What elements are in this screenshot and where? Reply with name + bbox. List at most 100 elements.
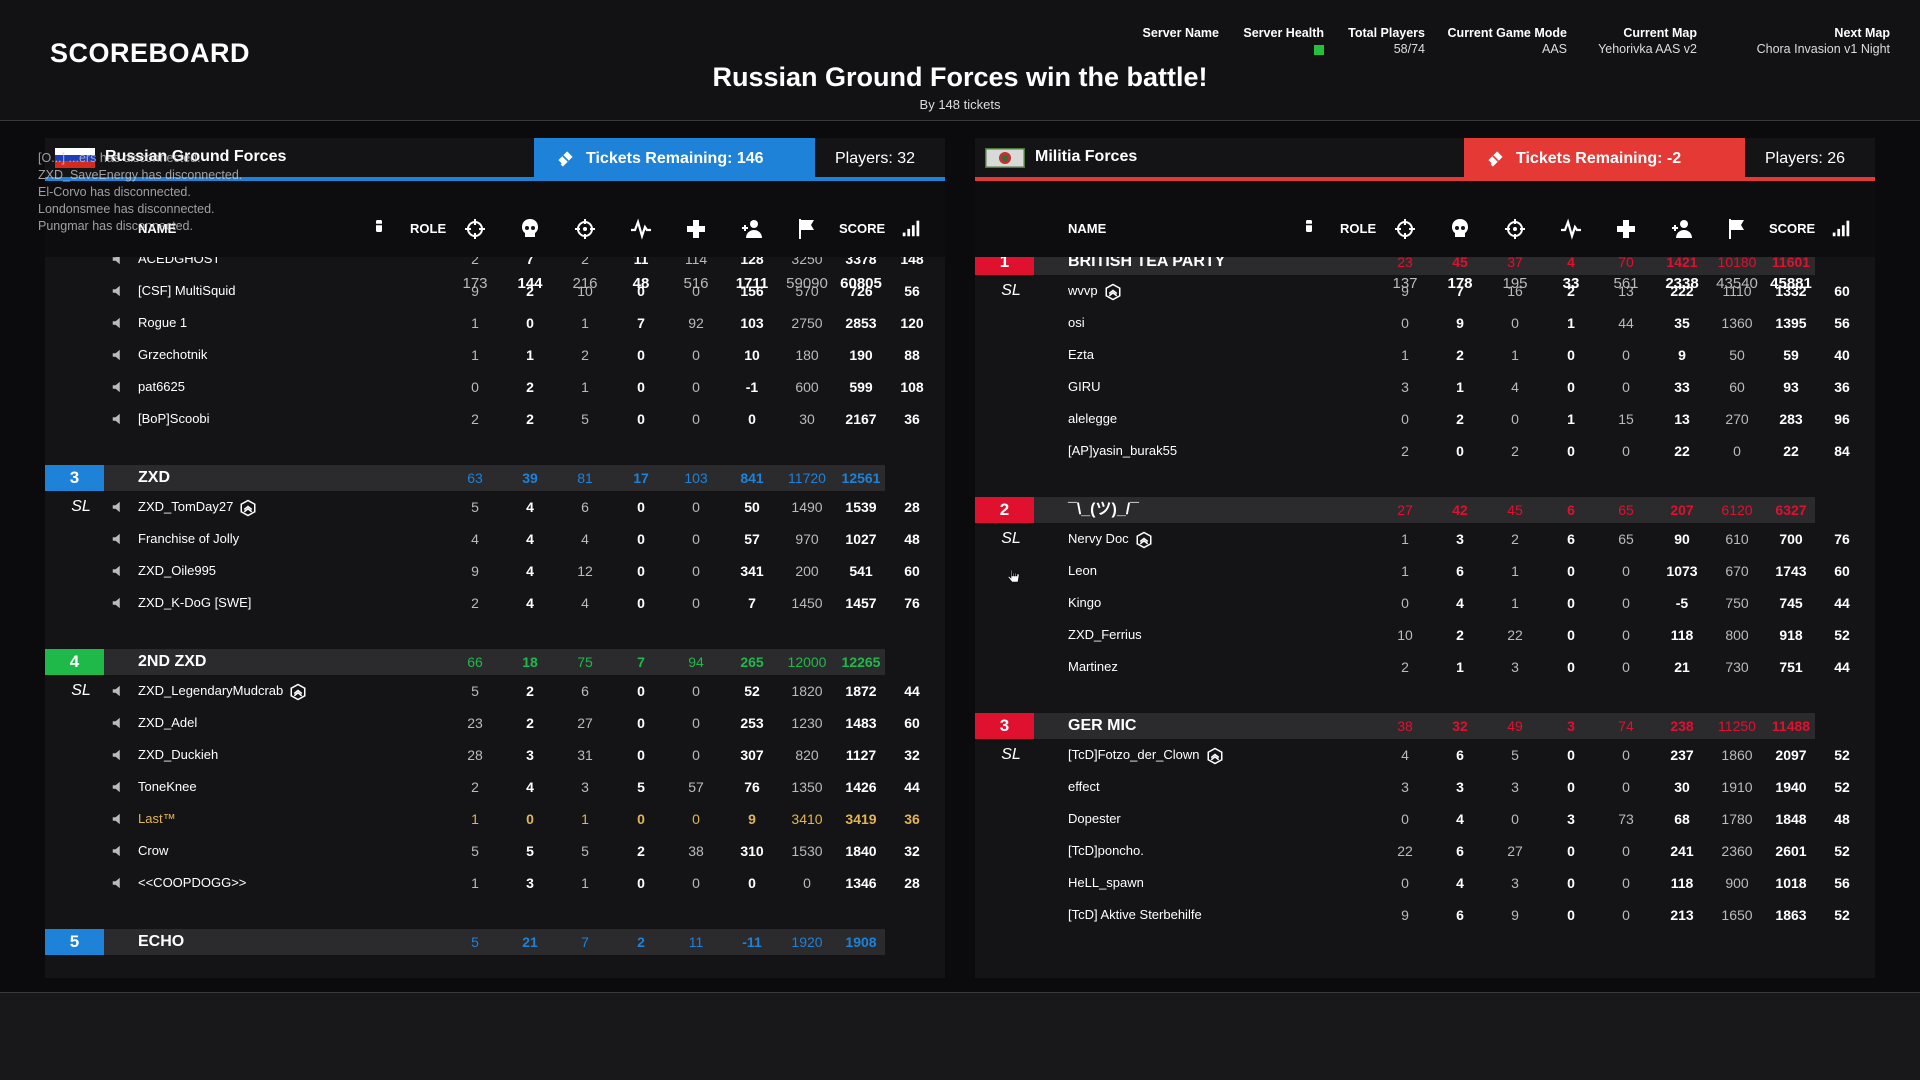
player-row[interactable]: osi 0 9 0 1 44 35 1360 1395 56 bbox=[975, 307, 1875, 339]
faction-panel-militia: Militia Forces Tickets Remaining: -2 Playe… bbox=[975, 138, 1875, 978]
player-name: Last™ bbox=[138, 811, 176, 826]
player-row[interactable]: Franchise of Jolly 4 4 4 0 0 57 970 1027 48 bbox=[45, 523, 945, 555]
player-row[interactable]: effect 3 3 3 0 0 30 1910 1940 52 bbox=[975, 771, 1875, 803]
player-row[interactable]: Leon 1 6 1 0 0 1073 670 1743 60 bbox=[975, 555, 1875, 587]
player-stat: 3419 bbox=[845, 811, 877, 827]
speaker-icon[interactable] bbox=[111, 284, 125, 303]
player-name: ZXD_LegendaryMudcrab bbox=[138, 675, 307, 707]
player-row[interactable]: Dopester 0 4 0 3 73 68 1780 1848 48 bbox=[975, 803, 1875, 835]
kill-feed-line: Londonsmee has disconnected. bbox=[38, 202, 215, 216]
squad-row[interactable]: 5 ECHO 5 21 7 2 11 -11 1920 1908 bbox=[45, 929, 885, 955]
player-row[interactable]: [TcD] Aktive Sterbehilfe 9 6 9 0 0 213 1650 1863… bbox=[975, 899, 1875, 931]
player-stat: 0 bbox=[692, 499, 700, 515]
speaker-icon[interactable] bbox=[111, 564, 125, 583]
player-row[interactable]: HeLL_spawn 0 4 3 0 0 118 900 1018 56 bbox=[975, 867, 1875, 899]
speaker-icon[interactable] bbox=[111, 780, 125, 799]
player-stat: 0 bbox=[637, 411, 645, 427]
player-row[interactable]: ZXD_Oile995 9 4 12 0 0 341 200 541 60 bbox=[45, 555, 945, 587]
player-row[interactable]: SL ZXD_LegendaryMudcrab 5 2 6 0 0 52 1820 1872 44 bbox=[45, 675, 945, 707]
player-row[interactable]: Last™ 1 0 1 0 0 9 3410 3419 36 bbox=[45, 803, 945, 835]
player-row[interactable]: <<COOPDOGG>> 1 3 1 0 0 0 0 1346 28 bbox=[45, 867, 945, 899]
player-row[interactable]: ToneKnee 2 4 3 5 57 76 1350 1426 44 bbox=[45, 771, 945, 803]
speaker-icon[interactable] bbox=[111, 844, 125, 863]
player-name: osi bbox=[1068, 315, 1085, 330]
player-row[interactable]: [AP]yasin_burak55 2 0 2 0 0 22 0 22 84 bbox=[975, 435, 1875, 467]
squad-row[interactable]: 3 GER MIC 38 32 49 3 74 238 11250 11488 bbox=[975, 713, 1815, 739]
player-row[interactable]: pat6625 0 2 1 0 0 -1 600 599 108 bbox=[45, 371, 945, 403]
player-stat: 0 bbox=[637, 531, 645, 547]
player-stat: 22 bbox=[1397, 843, 1413, 859]
player-name: Martinez bbox=[1068, 659, 1118, 674]
player-row[interactable]: ZXD_Adel 23 2 27 0 0 253 1230 1483 60 bbox=[45, 707, 945, 739]
player-row[interactable]: [TcD]poncho. 22 6 27 0 0 241 2360 2601 52 bbox=[975, 835, 1875, 867]
speaker-icon[interactable] bbox=[111, 348, 125, 367]
speaker-icon[interactable] bbox=[111, 748, 125, 767]
player-row[interactable]: SL ZXD_TomDay27 5 4 6 0 0 50 1490 1539 28 bbox=[45, 491, 945, 523]
player-stat: 44 bbox=[1834, 659, 1850, 675]
player-stat: 22 bbox=[1507, 627, 1523, 643]
player-stat: 1483 bbox=[845, 715, 877, 731]
squad-row[interactable]: 2 ¯\_(ツ)_/¯ 27 42 45 6 65 207 6120 6327 bbox=[975, 497, 1815, 523]
squad-row[interactable]: 4 2ND ZXD 66 18 75 7 94 265 12000 12265 bbox=[45, 649, 885, 675]
player-row[interactable]: alelegge 0 2 0 1 15 13 270 283 96 bbox=[975, 403, 1875, 435]
squad-number: 4 bbox=[45, 649, 104, 675]
player-stat: 118 bbox=[1670, 627, 1694, 643]
server-stat-label: Next Map bbox=[1834, 26, 1890, 40]
player-row[interactable]: Kingo 0 4 1 0 0 -5 750 745 44 bbox=[975, 587, 1875, 619]
player-row[interactable]: Crow 5 5 5 2 38 310 1530 1840 32 bbox=[45, 835, 945, 867]
player-row[interactable]: [CSF] MultiSquid 9 2 10 0 0 156 570 726 56 bbox=[45, 275, 945, 307]
speaker-icon[interactable] bbox=[111, 500, 125, 519]
player-row[interactable]: ZXD_Duckieh 28 3 31 0 0 307 820 1127 32 bbox=[45, 739, 945, 771]
squad-stat: 6120 bbox=[1721, 502, 1753, 518]
speaker-icon[interactable] bbox=[111, 684, 125, 703]
player-row[interactable]: SL wvvp 9 7 16 2 13 222 1110 1332 60 bbox=[975, 275, 1875, 307]
speaker-icon[interactable] bbox=[111, 316, 125, 335]
speaker-icon[interactable] bbox=[111, 876, 125, 895]
column-role: ROLE bbox=[410, 221, 447, 236]
column-total: 48 bbox=[632, 275, 650, 292]
player-stat: 32 bbox=[904, 843, 920, 859]
squad-row[interactable]: 3 ZXD 63 39 81 17 103 841 11720 12561 bbox=[45, 465, 885, 491]
player-stat: 4 bbox=[526, 499, 534, 515]
player-row[interactable]: ACEDGHOST 2 7 2 11 114 128 3250 3378 148 bbox=[45, 257, 945, 275]
player-row[interactable]: Grzechotnik 1 1 2 0 0 10 180 190 88 bbox=[45, 339, 945, 371]
kill-feed-line: ZXD_SaveEnergy has disconnected. bbox=[38, 168, 243, 182]
player-row[interactable]: ZXD_Ferrius 10 2 22 0 0 118 800 918 52 bbox=[975, 619, 1875, 651]
player-stat: 0 bbox=[692, 715, 700, 731]
player-stat: 0 bbox=[692, 563, 700, 579]
speaker-icon[interactable] bbox=[111, 380, 125, 399]
player-stat: 15 bbox=[1618, 411, 1634, 427]
player-name: wvvp bbox=[1068, 275, 1122, 307]
player-row[interactable]: SL [TcD]Fotzo_der_Clown 4 6 5 0 0 237 1860 2097 52 bbox=[975, 739, 1875, 771]
player-stat: 1848 bbox=[1775, 811, 1807, 827]
player-stat: 3 bbox=[1456, 779, 1464, 795]
squad-row[interactable]: 1 BRITISH TEA PARTY 23 45 37 4 70 1421 10180 1160… bbox=[975, 257, 1815, 275]
column-total: 43540 bbox=[1716, 275, 1758, 292]
player-stat: 0 bbox=[471, 379, 479, 395]
speaker-icon[interactable] bbox=[111, 257, 125, 271]
speaker-icon[interactable] bbox=[111, 716, 125, 735]
player-stat: 13 bbox=[1618, 283, 1634, 299]
player-row[interactable]: Martinez 2 1 3 0 0 21 730 751 44 bbox=[975, 651, 1875, 683]
speaker-icon[interactable] bbox=[111, 532, 125, 551]
player-stat: 800 bbox=[1725, 627, 1749, 643]
player-row[interactable]: [BoP]Scoobi 2 2 5 0 0 0 30 2167 36 bbox=[45, 403, 945, 435]
player-row[interactable]: Rogue 1 1 0 1 7 92 103 2750 2853 120 bbox=[45, 307, 945, 339]
player-stat: 2 bbox=[471, 779, 479, 795]
speaker-icon[interactable] bbox=[111, 812, 125, 831]
player-stat: 283 bbox=[1779, 411, 1803, 427]
player-row[interactable]: GIRU 3 1 4 0 0 33 60 93 36 bbox=[975, 371, 1875, 403]
player-stat: 52 bbox=[1834, 907, 1850, 923]
player-row[interactable]: SL Nervy Doc 1 3 2 6 65 90 610 700 76 bbox=[975, 523, 1875, 555]
speaker-icon[interactable] bbox=[111, 596, 125, 615]
squad-stat: 12561 bbox=[841, 470, 881, 486]
player-stat: 541 bbox=[849, 563, 873, 579]
player-stat: 0 bbox=[1567, 659, 1575, 675]
squad-name: GER MIC bbox=[1068, 717, 1137, 734]
skull-icon bbox=[518, 217, 542, 241]
speaker-icon[interactable] bbox=[111, 412, 125, 431]
player-row[interactable]: Ezta 1 2 1 0 0 9 50 59 40 bbox=[975, 339, 1875, 371]
player-stat: 1 bbox=[1456, 379, 1464, 395]
player-row[interactable]: ZXD_K-DoG [SWE] 2 4 4 0 0 7 1450 1457 76 bbox=[45, 587, 945, 619]
player-stat: 1 bbox=[581, 875, 589, 891]
